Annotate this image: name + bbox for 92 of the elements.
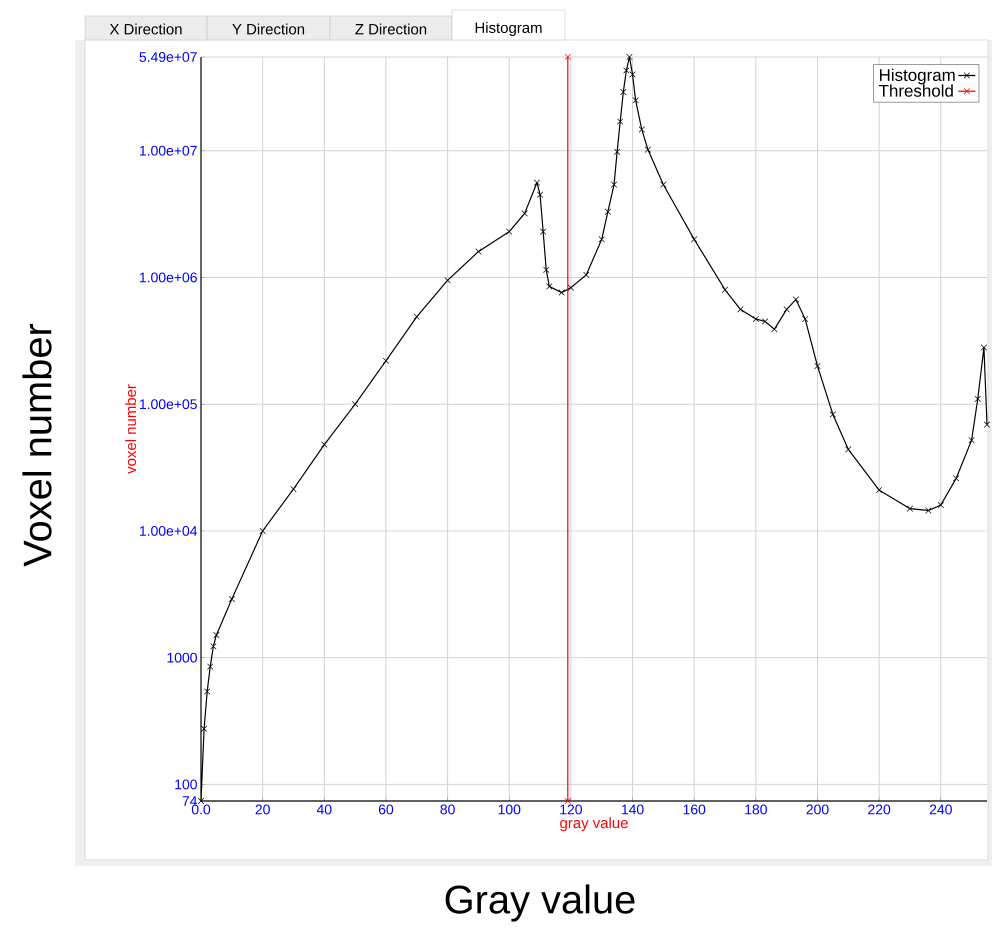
point [771, 326, 778, 332]
y-tick-label: 1.00e+05 [140, 399, 197, 410]
y-tick-label: 100 [175, 779, 197, 790]
point [210, 643, 217, 650]
x-tick-label: 80 [440, 804, 455, 814]
point [200, 726, 208, 732]
point [321, 441, 328, 448]
point [980, 344, 988, 351]
point [583, 272, 590, 278]
point [845, 446, 852, 453]
point [506, 228, 512, 235]
point [792, 296, 800, 303]
point [213, 632, 220, 638]
point [783, 306, 790, 313]
point [614, 148, 620, 156]
point [546, 283, 552, 290]
point [558, 289, 565, 296]
point [198, 798, 204, 804]
point [830, 411, 836, 418]
point [814, 362, 821, 370]
point [660, 181, 667, 188]
point [598, 236, 605, 242]
y-tick-label: 1.00e+06 [140, 272, 197, 282]
y-tick-label: 5.49e+07 [139, 52, 197, 62]
x-tick-label: 200 [806, 804, 829, 814]
point [228, 596, 236, 602]
x-tick-label: 240 [930, 804, 952, 814]
point [610, 181, 618, 188]
point [352, 401, 358, 408]
point [534, 179, 540, 186]
point [623, 67, 630, 74]
point [604, 208, 612, 215]
point [475, 248, 482, 255]
x-tick-label: 40 [316, 804, 332, 814]
x-tick-label: 160 [684, 804, 706, 814]
point [802, 316, 808, 322]
point [953, 475, 960, 482]
point [632, 97, 639, 104]
y-tick-label: 1000 [168, 652, 197, 663]
point [617, 118, 624, 125]
text: X Direction [110, 24, 182, 34]
point [543, 266, 550, 273]
point [876, 486, 882, 494]
y-tick-label: 1.00e+07 [140, 146, 197, 156]
point [984, 421, 990, 428]
y-tick-label: 1.00e+04 [140, 526, 198, 536]
point [925, 507, 932, 514]
point [629, 71, 636, 78]
text: Z Direction [355, 24, 426, 34]
point [762, 318, 768, 325]
point [722, 286, 728, 293]
point [568, 284, 574, 291]
point [564, 798, 571, 804]
point [444, 277, 451, 284]
text: Gray value [446, 884, 635, 922]
point [290, 486, 297, 492]
point [540, 228, 546, 235]
x-tick-label: 140 [622, 804, 644, 814]
point [691, 236, 698, 242]
point [638, 126, 645, 133]
point [626, 54, 633, 60]
point [259, 528, 266, 534]
point [564, 54, 571, 60]
y-axis-title: voxel number [125, 384, 136, 474]
x-tick-label: 60 [378, 804, 394, 814]
point [207, 663, 214, 670]
point [620, 88, 626, 96]
x-tick-label: 180 [745, 804, 767, 814]
point [536, 191, 544, 198]
y-tick-label: 74 [182, 796, 198, 806]
legend-label: Threshold [878, 84, 953, 97]
point [752, 316, 760, 322]
x-tick-label: 100 [498, 804, 520, 814]
point [644, 146, 652, 153]
x-tick-label: 120 [560, 804, 582, 814]
x-tick-label: 0.0 [192, 804, 210, 814]
point [974, 396, 981, 402]
x-tick-label: 220 [868, 804, 890, 814]
point [938, 502, 944, 508]
x-tick-label: 20 [256, 804, 270, 814]
text: Y Direction [232, 24, 304, 34]
point [737, 306, 744, 313]
legend-label: Histogram [880, 68, 955, 84]
point [968, 437, 975, 444]
text: Voxel number [22, 324, 52, 567]
point [382, 358, 390, 364]
text: Histogram [476, 22, 542, 36]
x-axis-title: gray value [560, 817, 628, 832]
point [414, 314, 420, 320]
point [204, 688, 210, 695]
point [906, 505, 914, 512]
point [521, 210, 528, 217]
